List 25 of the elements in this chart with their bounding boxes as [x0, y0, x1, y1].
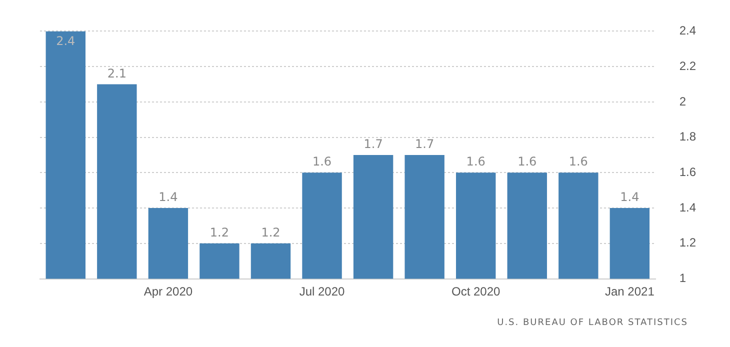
data-label: 1.4 [158, 190, 178, 204]
data-label: 1.7 [415, 137, 434, 151]
data-label: 2.1 [107, 66, 126, 80]
y-tick-label: 2 [679, 94, 686, 108]
data-label: 1.4 [620, 190, 640, 204]
data-label: 1.7 [364, 137, 383, 151]
x-tick-label: Jan 2021 [604, 284, 655, 298]
text: U.S. BUREAU OF LABOR STATISTICS [497, 318, 688, 328]
x-tick-label: Oct 2020 [452, 284, 501, 298]
y-tick-label: 2.4 [679, 24, 696, 38]
data-label: 1.6 [568, 154, 588, 169]
y-tick-label: 1.6 [679, 165, 696, 179]
data-label: 1.6 [312, 154, 332, 169]
data-label: 2.4 [56, 34, 76, 48]
x-tick-label: Apr 2020 [144, 284, 193, 298]
x-tick-label: Jul 2020 [299, 284, 346, 298]
y-tick-label: 1 [679, 271, 686, 286]
data-label: 1.6 [518, 154, 537, 169]
y-tick-label: 1.2 [679, 236, 696, 250]
y-tick-label: 1.4 [679, 200, 696, 214]
y-tick-label: 1.8 [679, 130, 696, 144]
data-label: 1.6 [466, 154, 486, 169]
data-label: 1.2 [210, 225, 230, 240]
data-label: 1.2 [261, 225, 280, 240]
y-tick-label: 2.2 [679, 58, 696, 73]
